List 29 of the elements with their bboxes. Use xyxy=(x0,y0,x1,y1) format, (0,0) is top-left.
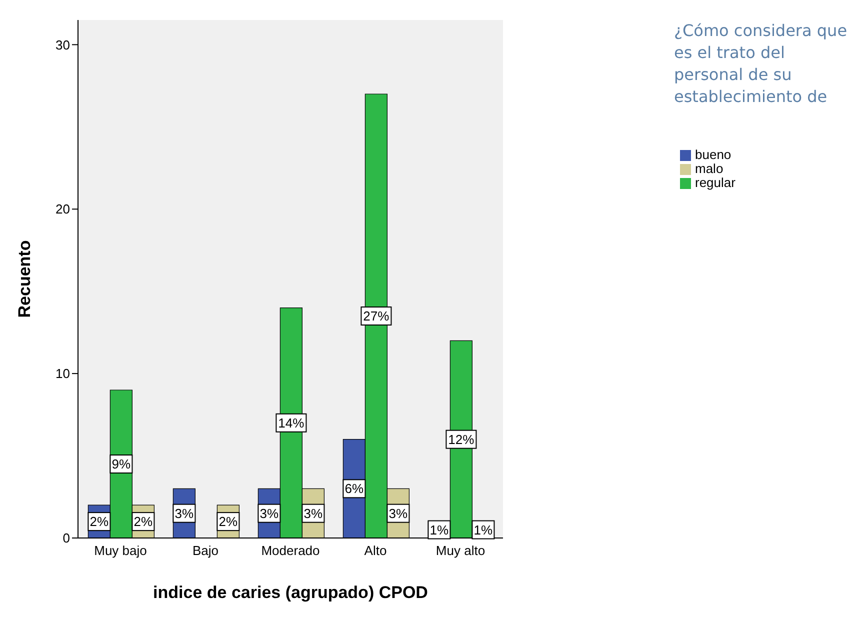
x-axis-title: indice de caries (agrupado) CPOD xyxy=(153,583,428,602)
x-tick-label: Muy alto xyxy=(436,543,486,558)
data-label: 12% xyxy=(448,432,475,447)
y-tick-label: 30 xyxy=(56,37,70,52)
x-tick-label: Bajo xyxy=(192,543,219,558)
y-tick-label: 0 xyxy=(62,530,70,546)
y-tick-label: 10 xyxy=(56,366,70,382)
y-axis-title: Recuento xyxy=(15,240,34,318)
data-label: 3% xyxy=(388,506,408,521)
data-label: 1% xyxy=(430,522,450,538)
legend-label: regular xyxy=(695,175,736,190)
data-label: 14% xyxy=(278,415,305,430)
y-tick-label: 20 xyxy=(56,202,70,217)
legend-title: ¿Cómo considera que es el trato del personal de su establecimiento de xyxy=(674,20,848,108)
data-label: 27% xyxy=(363,308,390,324)
x-tick-label: Moderado xyxy=(261,543,320,558)
data-label: 6% xyxy=(344,481,364,496)
x-tick-label: Alto xyxy=(364,543,387,558)
x-tick-label: Muy bajo xyxy=(94,543,147,558)
data-label: 1% xyxy=(474,522,494,538)
data-label: 3% xyxy=(260,506,280,521)
data-label: 3% xyxy=(304,506,324,521)
data-label: 2% xyxy=(90,514,110,530)
data-label: 3% xyxy=(174,506,194,521)
data-label: 9% xyxy=(112,456,132,472)
legend-label: malo xyxy=(695,161,724,176)
legend-label: bueno xyxy=(695,147,732,162)
data-label: 2% xyxy=(218,514,238,530)
data-label: 2% xyxy=(134,514,154,530)
